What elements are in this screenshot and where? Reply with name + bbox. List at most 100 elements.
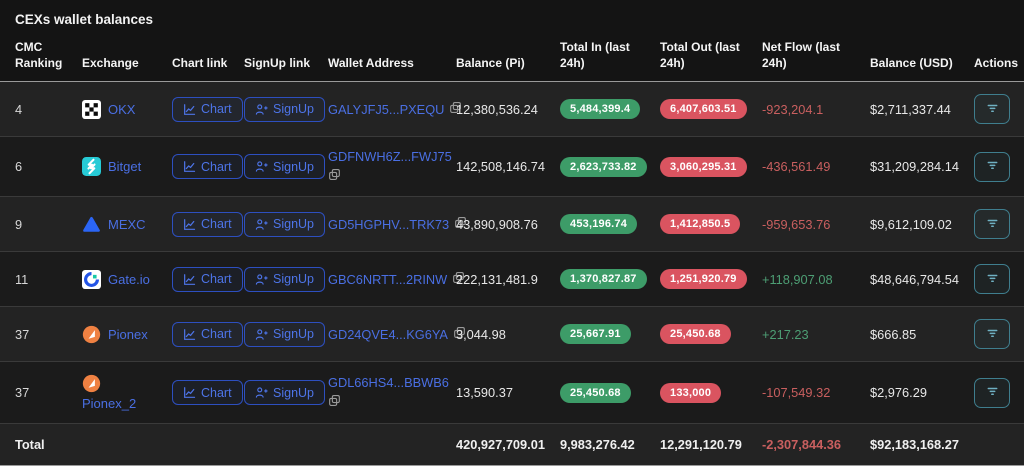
wallet-address-link[interactable]: GD5HGPHV...TRK73 (328, 216, 450, 232)
add-user-icon (255, 103, 268, 116)
balance-pi-cell: 43,890,908.76 (448, 196, 552, 253)
wallet-address-link[interactable]: GALYJFJ5...PXEQU (328, 101, 445, 117)
copy-icon (328, 168, 341, 184)
add-user-icon (255, 386, 268, 399)
wallet-address-cell: GDFNWH6Z...FWJ75 (328, 149, 452, 184)
bitget-logo-icon (82, 157, 101, 177)
balance-usd-cell: $31,209,284.14 (862, 136, 966, 198)
chart-button-label: Chart (201, 327, 232, 342)
filter-icon (985, 271, 1000, 288)
signup-button[interactable]: SignUp (244, 321, 325, 347)
balance-pi-cell: 222,131,481.9 (448, 251, 552, 308)
exchange-link[interactable]: Gate.io (108, 271, 150, 287)
column-header-total-in: Total In (last 24h) (552, 33, 652, 83)
total-out-badge: 1,251,920.79 (660, 269, 747, 290)
copy-address-button[interactable] (328, 168, 341, 184)
signup-button-label: SignUp (273, 159, 314, 174)
cmc-ranking-cell: 37 (0, 306, 74, 363)
total-in-badge: 453,196.74 (560, 214, 638, 235)
page-title: CEXs wallet balances (15, 12, 154, 27)
chart-button[interactable]: Chart (172, 321, 243, 347)
chart-button[interactable]: Chart (172, 211, 243, 237)
signup-button[interactable]: SignUp (244, 96, 325, 122)
wallet-address-link[interactable]: GDFNWH6Z...FWJ75 (328, 149, 452, 165)
cmc-ranking-cell: 37 (0, 361, 74, 425)
signup-button-label: SignUp (273, 217, 314, 232)
filter-icon (985, 384, 1000, 401)
signup-button-label: SignUp (273, 102, 314, 117)
table-row: 6 Bitget Chart SignUp GDFNWH6Z...FWJ75 142,50… (0, 136, 1024, 198)
total-out-badge: 6,407,603.51 (660, 99, 747, 120)
exchange-link[interactable]: MEXC (108, 216, 146, 232)
total-in-badge: 5,484,399.4 (560, 99, 641, 120)
exchange-link[interactable]: Pionex (108, 326, 148, 342)
chart-button[interactable]: Chart (172, 266, 243, 292)
total-out-badge: 1,412,850.5 (660, 214, 741, 235)
actions-filter-button[interactable] (974, 319, 1010, 350)
signup-button[interactable]: SignUp (244, 211, 325, 237)
chart-button[interactable]: Chart (172, 96, 243, 122)
okx-logo-icon (82, 99, 101, 119)
exchange-cell: OKX (82, 99, 158, 119)
pionex-logo-icon (82, 374, 101, 393)
wallet-address-link[interactable]: GBC6NRTT...2RINW (328, 271, 448, 287)
exchange-link[interactable]: Pionex_2 (82, 396, 137, 412)
exchange-link[interactable]: Bitget (108, 159, 142, 175)
total-in-badge: 25,667.91 (560, 324, 631, 345)
net-flow-value: +217.23 (762, 326, 809, 342)
actions-filter-button[interactable] (974, 209, 1010, 240)
column-header-actions: Actions (966, 33, 1024, 83)
chart-button[interactable]: Chart (172, 380, 243, 406)
net-flow-value: -107,549.32 (762, 385, 831, 401)
add-user-icon (255, 273, 268, 286)
total-net-flow: -2,307,844.36 (754, 423, 862, 466)
table-row: 37 Pionex_2 Chart SignUp GDL66HS4...BBWB6 13,… (0, 361, 1024, 425)
column-header-balance-pi: Balance (Pi) (448, 33, 552, 83)
pionex-logo-icon (82, 325, 101, 344)
cmc-ranking-cell: 9 (0, 196, 74, 253)
copy-address-button[interactable] (328, 394, 341, 410)
wallet-address-cell: GD5HGPHV...TRK73 (328, 216, 467, 232)
chart-button-label: Chart (201, 217, 232, 232)
total-in-badge: 2,623,733.82 (560, 156, 647, 177)
balance-usd-cell: $48,646,794.54 (862, 251, 966, 308)
total-out-badge: 3,060,295.31 (660, 156, 747, 177)
line-chart-icon (183, 328, 196, 341)
table-row: 4 OKX Chart SignUp GALYJFJ5...PXEQU 12,380,53… (0, 81, 1024, 138)
total-balance-usd: $92,183,168.27 (862, 423, 966, 466)
column-header-net-flow: Net Flow (last 24h) (754, 33, 862, 83)
wallet-address-link[interactable]: GD24QVE4...KG6YA (328, 326, 448, 342)
column-header-wallet-address: Wallet Address (320, 33, 448, 83)
actions-filter-button[interactable] (974, 151, 1010, 182)
balance-usd-cell: $666.85 (862, 306, 966, 363)
column-header-total-out: Total Out (last 24h) (652, 33, 754, 83)
actions-filter-button[interactable] (974, 94, 1010, 125)
table-row: 37 Pionex Chart SignUp GD24QVE4...KG6YA 3,044… (0, 306, 1024, 363)
add-user-icon (255, 160, 268, 173)
column-header-balance-usd: Balance (USD) (862, 33, 966, 83)
wallet-address-cell: GALYJFJ5...PXEQU (328, 101, 462, 117)
line-chart-icon (183, 273, 196, 286)
exchange-cell: Pionex_2 (82, 374, 158, 411)
chart-button-label: Chart (201, 272, 232, 287)
wallet-address-cell: GBC6NRTT...2RINW (328, 271, 465, 287)
balance-usd-cell: $2,976.29 (862, 361, 966, 425)
chart-button-label: Chart (201, 159, 232, 174)
signup-button[interactable]: SignUp (244, 380, 325, 406)
total-out-badge: 25,450.68 (660, 324, 731, 345)
balance-pi-cell: 142,508,146.74 (448, 136, 552, 198)
cmc-ranking-cell: 6 (0, 136, 74, 198)
table-body: 4 OKX Chart SignUp GALYJFJ5...PXEQU 12,380,53… (0, 81, 1024, 425)
total-actions-spacer (966, 423, 1024, 466)
line-chart-icon (183, 218, 196, 231)
table-row: 9 MEXC Chart SignUp GD5HGPHV...TRK73 43,890,9… (0, 196, 1024, 253)
chart-button[interactable]: Chart (172, 154, 243, 180)
wallet-address-link[interactable]: GDL66HS4...BBWB6 (328, 375, 449, 391)
actions-filter-button[interactable] (974, 377, 1010, 408)
signup-button[interactable]: SignUp (244, 266, 325, 292)
signup-button[interactable]: SignUp (244, 154, 325, 180)
table-row: 11 Gate.io Chart SignUp GBC6NRTT...2RINW 222,… (0, 251, 1024, 308)
exchange-link[interactable]: OKX (108, 101, 136, 117)
column-header-cmc-ranking: CMC Ranking (0, 33, 74, 83)
actions-filter-button[interactable] (974, 264, 1010, 295)
